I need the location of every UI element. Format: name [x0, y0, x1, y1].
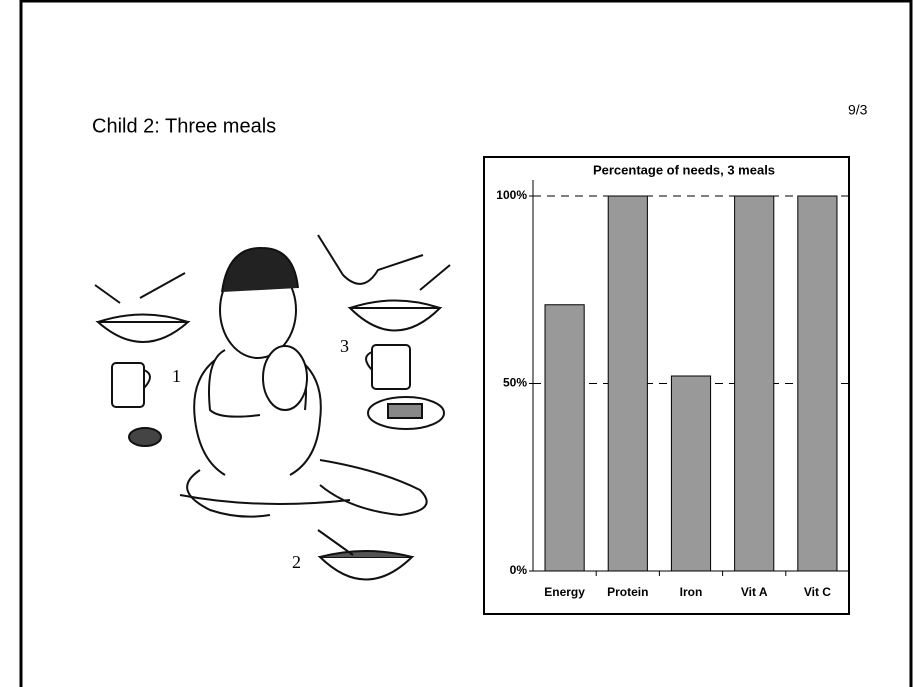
chart-frame — [483, 156, 850, 615]
y-tick-label: 100% — [496, 188, 527, 202]
chart-title: Percentage of needs, 3 meals — [593, 162, 775, 177]
x-tick-label: Protein — [607, 585, 648, 599]
x-tick-label: Vit C — [804, 585, 831, 599]
meal-label: 1 — [172, 366, 181, 386]
x-tick-label: Vit A — [741, 585, 768, 599]
chart: 0% 50% 100% Energy Protein Iron Vit A Vit C — [496, 180, 849, 599]
slide-border — [19, 0, 913, 687]
slide-title: Child 2: Three meals — [92, 115, 276, 137]
bar — [734, 195, 775, 572]
bar — [607, 195, 648, 572]
y-tick-label: 0% — [510, 563, 528, 577]
bar — [670, 375, 712, 572]
page-number: 9/3 — [848, 102, 868, 118]
x-tick-label: Energy — [544, 585, 585, 599]
illustration: 1 2 3 — [94, 234, 451, 581]
x-tick-label: Iron — [680, 585, 703, 599]
bar — [544, 304, 585, 572]
meal-label: 2 — [292, 552, 301, 572]
bar — [797, 195, 838, 572]
y-tick-label: 50% — [503, 376, 527, 390]
meal-label: 3 — [340, 336, 349, 356]
